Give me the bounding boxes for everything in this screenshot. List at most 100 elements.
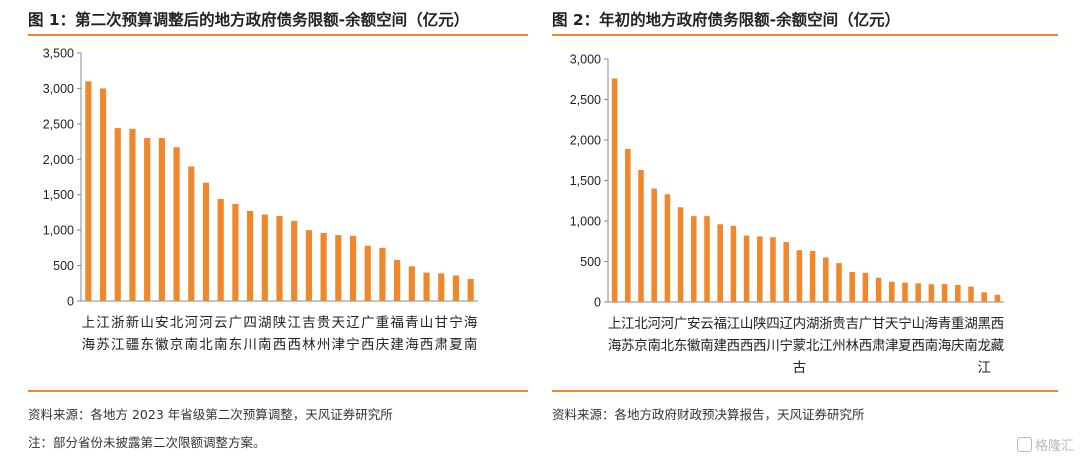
bar <box>467 279 474 301</box>
bar <box>261 214 268 301</box>
bar <box>875 277 882 302</box>
bar <box>611 78 618 302</box>
bar <box>276 215 283 301</box>
category-label: 内蒙古 <box>793 316 807 376</box>
y-tick-label: 0 <box>594 296 601 310</box>
category-label: 浙江 <box>819 316 833 354</box>
y-tick-label: 3,000 <box>570 53 601 67</box>
bar <box>664 194 671 302</box>
category-label: 河南 <box>647 316 661 354</box>
bar <box>232 203 239 301</box>
category-label: 陕西 <box>273 315 287 353</box>
bar <box>394 259 401 301</box>
y-tick-label: 3,500 <box>43 47 74 61</box>
category-label: 河北 <box>199 315 213 353</box>
bar <box>783 242 789 302</box>
category-label: 重庆 <box>376 315 390 353</box>
bar <box>638 169 644 302</box>
bar <box>823 257 829 302</box>
bar <box>349 235 357 301</box>
category-label: 山西 <box>420 315 434 353</box>
category-label: 贵州 <box>832 316 846 354</box>
category-label: 江苏 <box>621 316 635 354</box>
bar <box>955 284 961 302</box>
category-label: 黑龙江 <box>977 316 991 376</box>
bar <box>188 166 195 301</box>
bar <box>968 286 974 302</box>
category-label: 甘肃 <box>434 315 448 353</box>
category-label: 四川 <box>766 316 780 354</box>
bar <box>335 235 342 301</box>
y-tick-label: 2,000 <box>570 134 601 148</box>
category-label: 宁夏 <box>449 314 463 353</box>
bar <box>158 138 165 301</box>
bar <box>423 272 430 301</box>
bar <box>994 294 1001 302</box>
category-label: 辽宁 <box>346 315 360 353</box>
category-label: 天津 <box>885 316 899 354</box>
bar <box>217 198 224 301</box>
bar <box>743 235 750 302</box>
category-label: 西藏 <box>991 316 1005 354</box>
bar <box>173 147 180 301</box>
category-label: 甘肃 <box>872 316 886 354</box>
bar <box>730 225 737 302</box>
y-tick-label: 0 <box>67 295 74 309</box>
bar <box>379 247 386 301</box>
footer-rule <box>552 390 1058 392</box>
y-tick-label: 1,000 <box>43 224 74 238</box>
category-label: 湖南 <box>258 315 272 353</box>
category-label: 青海 <box>405 315 419 353</box>
category-label: 宁夏 <box>898 315 912 354</box>
category-label: 上海 <box>82 315 96 353</box>
bar <box>717 224 723 302</box>
bar <box>364 245 371 301</box>
bar <box>902 282 908 302</box>
category-label: 辽宁 <box>779 316 793 354</box>
bar <box>651 188 657 302</box>
bar <box>941 284 948 302</box>
bar <box>862 272 869 302</box>
category-label: 福建 <box>390 315 404 353</box>
category-label: 河南 <box>185 315 199 353</box>
category-label: 山西 <box>911 316 925 354</box>
bar <box>99 88 107 302</box>
category-label: 广东 <box>229 315 243 353</box>
category-label: 安徽 <box>687 316 701 354</box>
title-rule <box>552 34 1058 36</box>
category-label: 青海 <box>938 316 952 354</box>
bar <box>320 232 327 301</box>
bar <box>757 236 763 302</box>
bar <box>691 216 697 302</box>
category-label: 湖南 <box>964 316 978 354</box>
watermark: 格隆汇 <box>1016 435 1074 454</box>
category-label: 北京 <box>634 316 648 354</box>
category-label: 吉林 <box>845 316 859 354</box>
category-label: 江苏 <box>96 315 110 353</box>
bar <box>889 281 895 302</box>
category-label: 天津 <box>332 315 346 353</box>
y-tick-label: 2,500 <box>43 117 74 131</box>
bar-chart-1: 0 500 1,000 1,500 2,000 2,500 3,000 3,500 上海江苏浙江… <box>43 47 478 353</box>
chart-1-title: 图 1：第二次预算调整后的地方政府债务限额-余额空间（亿元） <box>28 11 470 29</box>
category-label: 云南 <box>214 315 228 353</box>
bar <box>928 284 935 302</box>
chart-2-title: 图 2：年初的地方政府债务限额-余额空间（亿元） <box>552 11 901 29</box>
bar <box>704 216 710 302</box>
bar <box>247 211 254 301</box>
category-label: 湖北 <box>806 316 820 354</box>
y-tick-label: 3,000 <box>43 82 74 96</box>
bar <box>625 148 631 302</box>
category-label: 山西 <box>740 316 754 354</box>
bar <box>408 266 415 301</box>
bar <box>291 220 298 301</box>
y-tick-label: 2,000 <box>43 153 74 167</box>
category-label: 上海 <box>608 316 622 354</box>
watermark-text: 格隆汇 <box>1034 439 1074 454</box>
bar <box>305 230 312 301</box>
category-label: 新疆 <box>126 315 139 353</box>
category-label: 河北 <box>661 316 675 354</box>
bar <box>915 283 921 302</box>
bar <box>114 128 121 301</box>
bar <box>202 182 210 301</box>
